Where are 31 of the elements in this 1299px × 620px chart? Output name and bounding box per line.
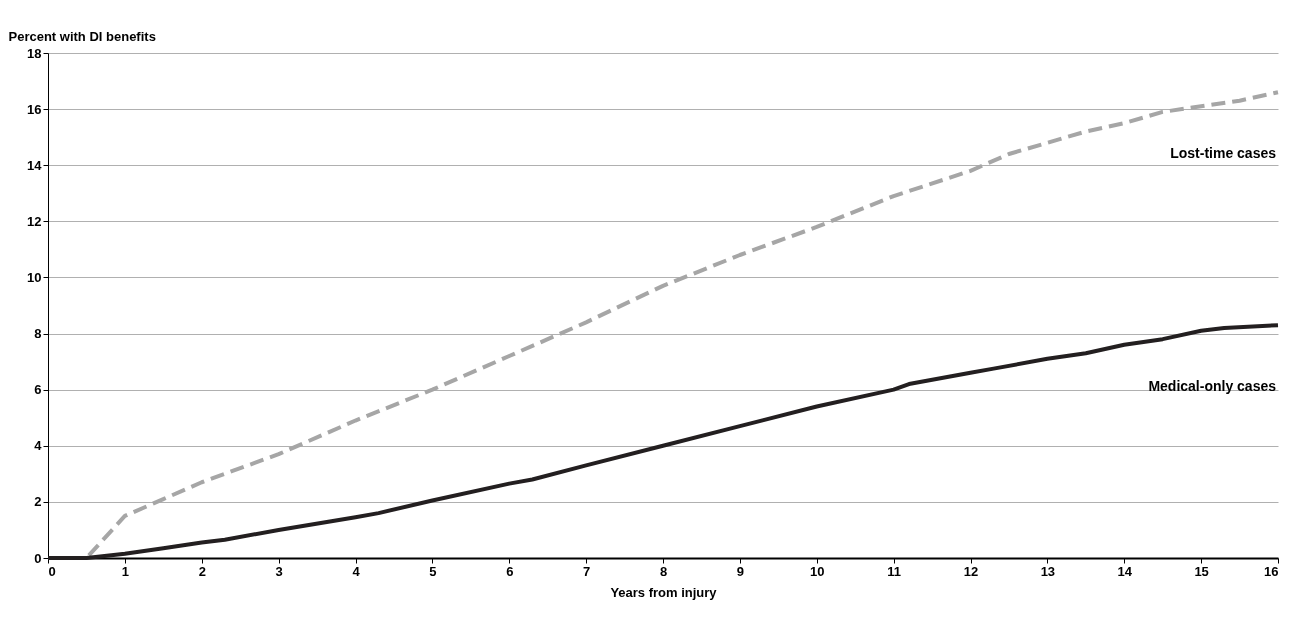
x-tick-label: 10 bbox=[810, 563, 825, 579]
x-tick-label: 14 bbox=[1117, 563, 1133, 579]
x-tick-label: 12 bbox=[963, 563, 979, 579]
x-tick-label: 1 bbox=[121, 563, 129, 579]
text: Lost-time cases bbox=[1170, 145, 1277, 162]
x-axis-title: Years from injury bbox=[610, 584, 718, 600]
x-tick-label: 11 bbox=[887, 563, 901, 579]
y-tick-label: 12 bbox=[27, 213, 42, 229]
y-tick-label: 14 bbox=[27, 157, 43, 173]
y-axis-title: Percent with DI benefits bbox=[8, 28, 156, 44]
x-tick-label: 15 bbox=[1194, 563, 1209, 579]
text: Medical-only cases bbox=[1148, 378, 1277, 395]
y-tick-label: 0 bbox=[34, 550, 42, 566]
y-tick-label: 8 bbox=[34, 326, 42, 342]
y-tick-label: 18 bbox=[27, 45, 42, 61]
x-tick-label: 9 bbox=[736, 563, 744, 579]
x-tick-label: 5 bbox=[429, 563, 437, 579]
x-tick-label: 3 bbox=[275, 563, 283, 579]
x-tick-label: 16 bbox=[1264, 563, 1279, 579]
x-tick-label: 0 bbox=[48, 563, 56, 579]
y-tick-label: 2 bbox=[34, 494, 42, 510]
x-tick-label: 6 bbox=[506, 563, 514, 579]
x-tick-label: 4 bbox=[352, 563, 361, 579]
x-tick-label: 8 bbox=[659, 563, 668, 579]
y-tick-label: 4 bbox=[34, 438, 43, 454]
y-tick-label: 6 bbox=[34, 382, 42, 398]
x-tick-label: 7 bbox=[583, 563, 591, 579]
x-tick-label: 13 bbox=[1040, 563, 1056, 579]
y-tick-label: 16 bbox=[27, 101, 42, 117]
x-tick-label: 2 bbox=[198, 563, 206, 579]
y-tick-label: 10 bbox=[27, 269, 42, 285]
